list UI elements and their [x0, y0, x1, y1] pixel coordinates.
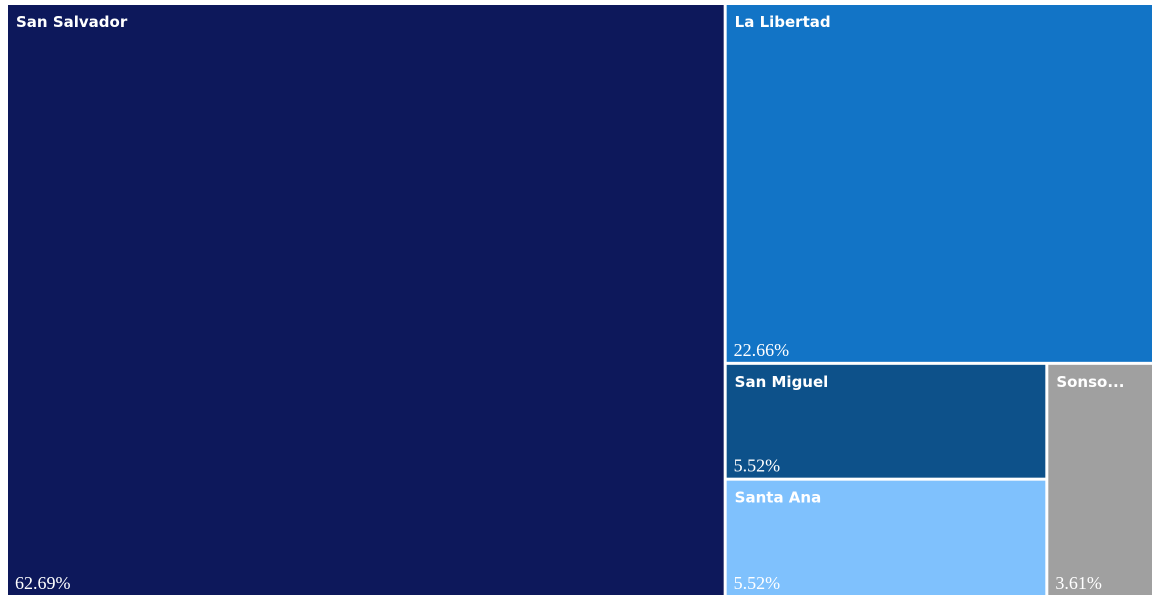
tile	[8, 5, 724, 595]
tile	[726, 364, 1046, 478]
value-label: 22.66%	[734, 340, 790, 360]
tile	[726, 480, 1046, 595]
tile	[726, 5, 1152, 362]
value-label: 3.61%	[1055, 573, 1102, 593]
tile-label: Santa Ana	[735, 489, 822, 507]
value-label: 62.69%	[15, 573, 71, 593]
tile-label: San Miguel	[735, 373, 829, 391]
value-label: 5.52%	[734, 456, 781, 476]
tile-label: San Salvador	[16, 13, 128, 31]
value-label: 5.52%	[734, 573, 781, 593]
tile-label: Sonso...	[1056, 373, 1124, 391]
tile	[1048, 364, 1152, 595]
tile-label: La Libertad	[735, 13, 831, 31]
